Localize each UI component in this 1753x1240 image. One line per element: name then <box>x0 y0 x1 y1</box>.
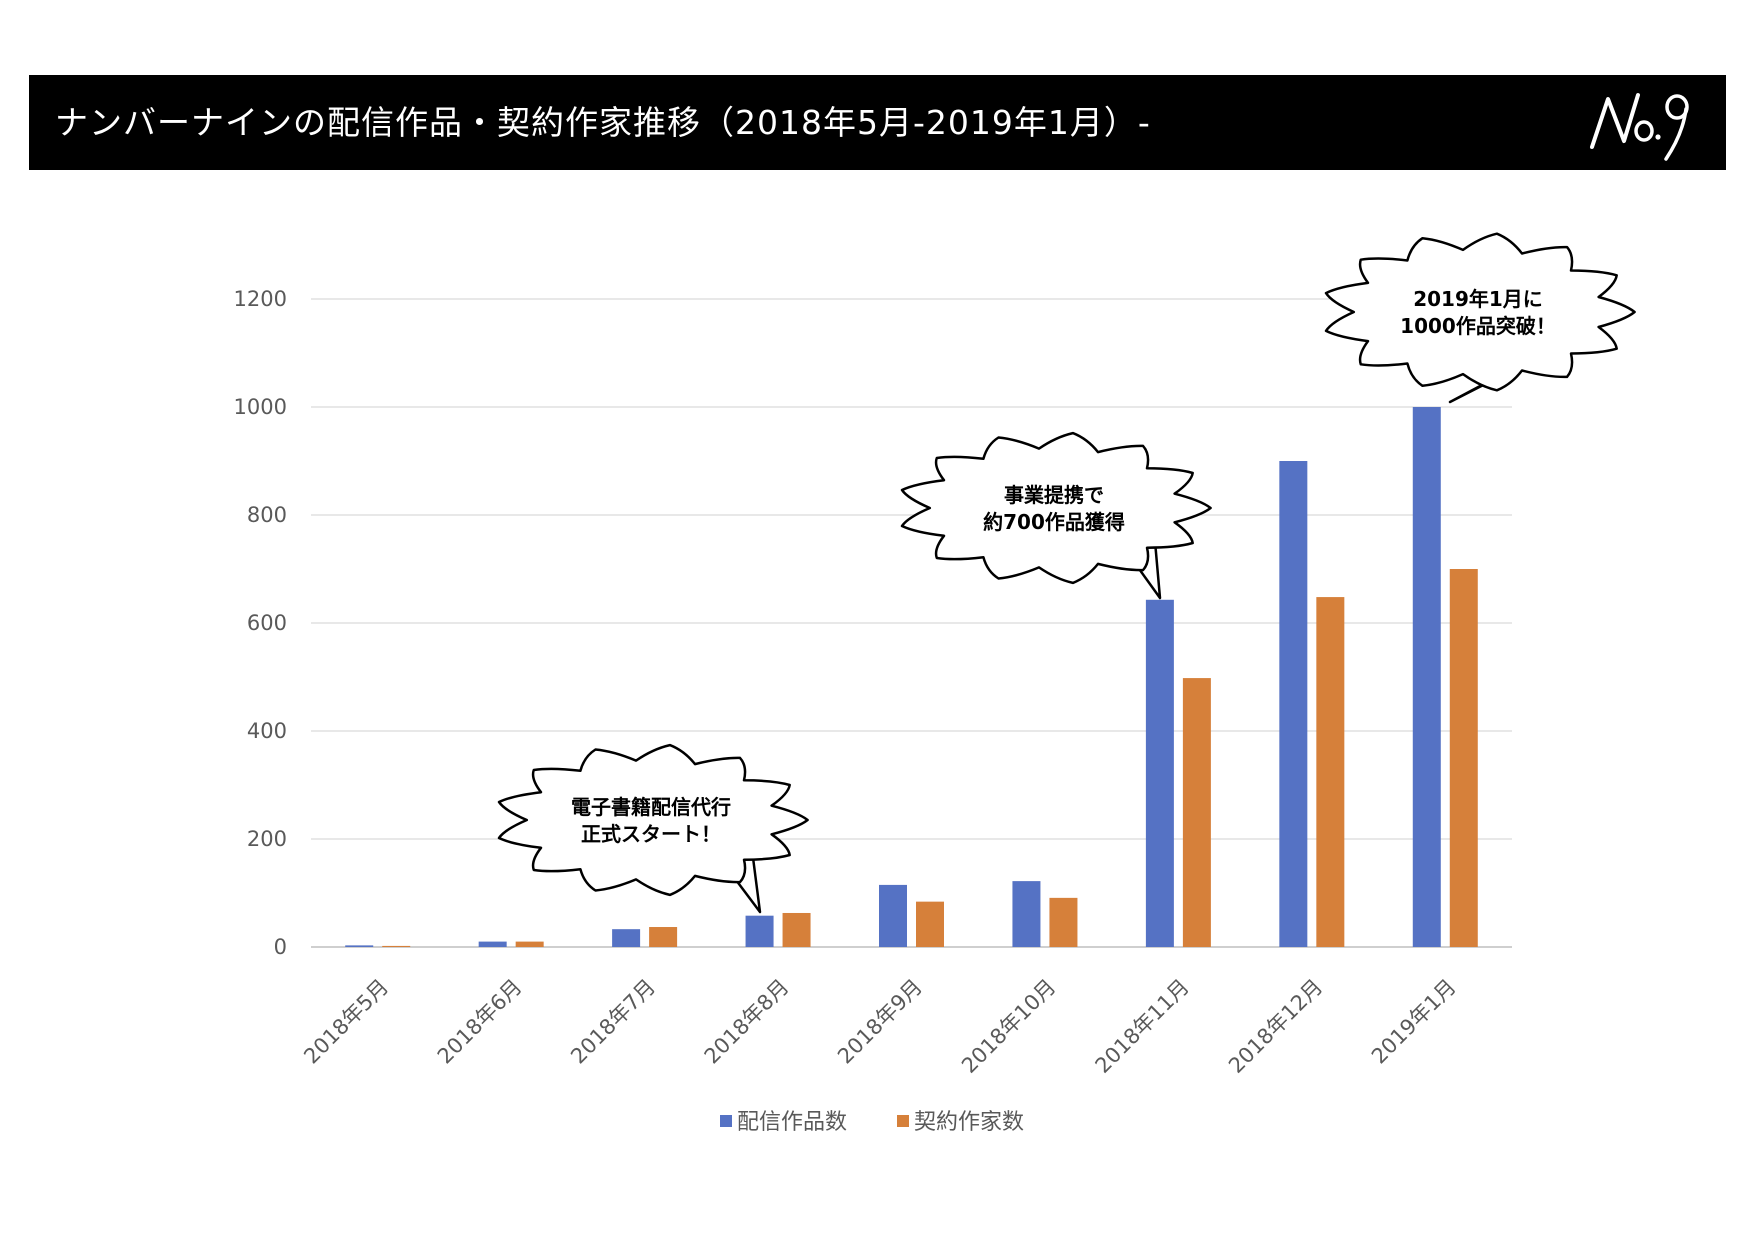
y-tick-label: 400 <box>247 719 287 743</box>
callout-text: 電子書籍配信代行 <box>571 795 731 819</box>
bar-series-1 <box>1412 407 1441 947</box>
y-tick-label: 600 <box>247 611 287 635</box>
x-tick-label: 2018年10月 <box>957 975 1060 1078</box>
x-tick-label: 2018年6月 <box>433 975 527 1069</box>
page-title: ナンバーナインの配信作品・契約作家推移（2018年5月-2019年1月）- <box>55 103 1151 142</box>
x-tick-label: 2018年8月 <box>700 975 794 1069</box>
header-bar: ナンバーナインの配信作品・契約作家推移（2018年5月-2019年1月）- <box>29 75 1726 170</box>
bar-series-1 <box>612 929 641 947</box>
callout-text: 約700作品獲得 <box>983 510 1125 534</box>
x-tick-label: 2018年11月 <box>1091 975 1194 1078</box>
x-tick-label: 2018年7月 <box>566 975 660 1069</box>
bar-series-2 <box>1316 597 1345 947</box>
callout-tail-mask <box>1536 332 1576 352</box>
bar-series-1 <box>478 941 507 947</box>
bar-series-2 <box>649 927 678 947</box>
callout-text: 2019年1月に <box>1413 287 1543 311</box>
y-tick-label: 1200 <box>234 287 287 311</box>
callout-tail-mask <box>1112 528 1152 548</box>
bar-series-1 <box>745 915 774 947</box>
bars <box>345 407 1478 947</box>
y-tick-label: 200 <box>247 827 287 851</box>
x-tick-label: 2018年5月 <box>299 975 393 1069</box>
legend-label: 契約作家数 <box>914 1110 1024 1135</box>
x-tick-label: 2018年9月 <box>833 975 927 1069</box>
legend-label: 配信作品数 <box>737 1110 847 1135</box>
callout-bubble: 2019年1月に 1000作品突破！ <box>1324 232 1636 404</box>
y-axis-ticks: 0 200 400 600 800 1000 1200 <box>234 287 287 959</box>
bar-series-1 <box>879 884 907 947</box>
callout-burst <box>900 431 1212 585</box>
legend-swatch <box>720 1115 732 1127</box>
x-tick-label: 2019年1月 <box>1367 975 1461 1069</box>
bar-series-2 <box>1049 897 1078 947</box>
callout-text: 1000作品突破！ <box>1400 314 1556 338</box>
y-tick-label: 800 <box>247 503 287 527</box>
callout-tail-mask <box>709 840 749 860</box>
bar-series-1 <box>1012 881 1041 947</box>
y-tick-label: 1000 <box>234 395 287 419</box>
callout-burst <box>1324 232 1636 392</box>
callout-text: 事業提携で <box>1004 483 1104 507</box>
bar-series-1 <box>345 945 374 947</box>
bar-series-2 <box>1449 569 1478 947</box>
bar-series-1 <box>1279 461 1308 947</box>
x-axis-ticks: 2018年5月 2018年6月 2018年7月 2018年8月 2018年9月 2018年… <box>299 975 1460 1078</box>
y-tick-label: 0 <box>274 935 287 959</box>
x-tick-label: 2018年12月 <box>1224 975 1327 1078</box>
bar-series-2 <box>515 941 544 947</box>
legend-swatch <box>897 1115 909 1127</box>
callout-burst <box>497 743 809 897</box>
bar-series-2 <box>916 901 944 947</box>
bar-series-2 <box>782 912 811 947</box>
bar-series-2 <box>1182 678 1211 947</box>
no9-logo <box>1590 93 1689 161</box>
bar-series-1 <box>1145 599 1174 947</box>
legend: 配信作品数 契約作家数 <box>720 1110 1024 1135</box>
callout-text: 正式スタート！ <box>581 822 721 846</box>
bar-series-2 <box>382 945 411 947</box>
